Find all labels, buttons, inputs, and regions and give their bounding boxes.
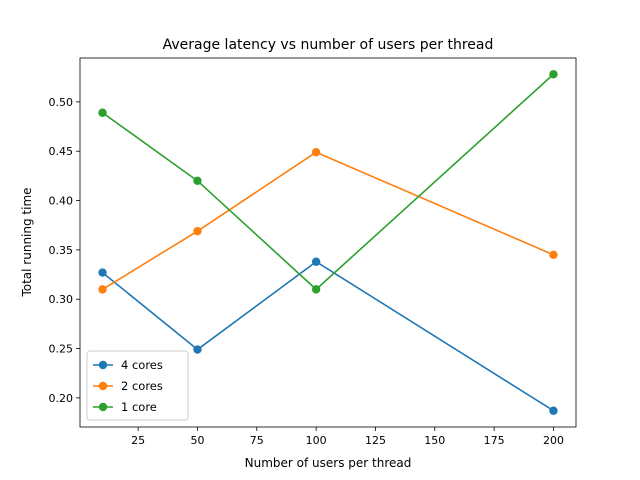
plot-area: 25 50 75 100 125 150 175 200 0.20 0.25 0.30 0.35 0.4… (49, 57, 577, 447)
x-tick-label: 100 (306, 434, 327, 447)
x-tick-label: 25 (131, 434, 145, 447)
y-tick-label: 0.30 (49, 293, 74, 306)
legend-label-3: 1 core (121, 400, 157, 414)
legend-marker-2 (98, 381, 108, 391)
x-tick-label: 200 (543, 434, 564, 447)
chart-title: Average latency vs number of users per t… (163, 37, 494, 53)
x-tick-label: 175 (484, 434, 505, 447)
data-point-series-2 (193, 226, 202, 236)
legend: 4 cores 2 cores 1 core (86, 350, 189, 421)
data-point-series-1 (549, 406, 558, 415)
x-tick-label: 50 (190, 434, 204, 447)
y-tick-label: 0.25 (49, 343, 74, 356)
x-tick-label: 75 (250, 434, 264, 447)
data-point-series-2 (98, 285, 107, 294)
legend-label-1: 4 cores (121, 358, 163, 372)
x-tick-label: 150 (424, 434, 445, 447)
plot-frame (79, 57, 577, 428)
y-axis-label: Total running time (20, 187, 34, 297)
series-line-2 (102, 151, 554, 291)
y-tick-label: 0.50 (49, 96, 74, 109)
data-point-series-1 (311, 257, 321, 266)
x-tick-label: 125 (365, 434, 386, 447)
legend-label-2: 2 cores (121, 379, 163, 393)
data-point-series-3 (549, 70, 558, 79)
data-point-series-3 (311, 285, 321, 294)
y-tick-label: 0.45 (49, 145, 74, 158)
legend-box (86, 350, 189, 421)
y-tick-label: 0.20 (49, 392, 74, 405)
legend-marker-3 (98, 402, 108, 412)
series-line-1 (102, 260, 554, 412)
data-point-series-1 (98, 268, 107, 277)
data-point-series-2 (311, 148, 321, 157)
data-point-series-1 (193, 345, 202, 354)
data-point-series-2 (549, 250, 558, 260)
x-axis-label: Number of users per thread (245, 456, 412, 470)
y-tick-label: 0.35 (49, 244, 74, 257)
data-point-series-3 (193, 176, 202, 186)
legend-marker-1 (98, 360, 108, 370)
data-point-series-3 (98, 108, 107, 117)
series-line-3 (102, 73, 554, 291)
y-tick-label: 0.40 (49, 195, 74, 208)
